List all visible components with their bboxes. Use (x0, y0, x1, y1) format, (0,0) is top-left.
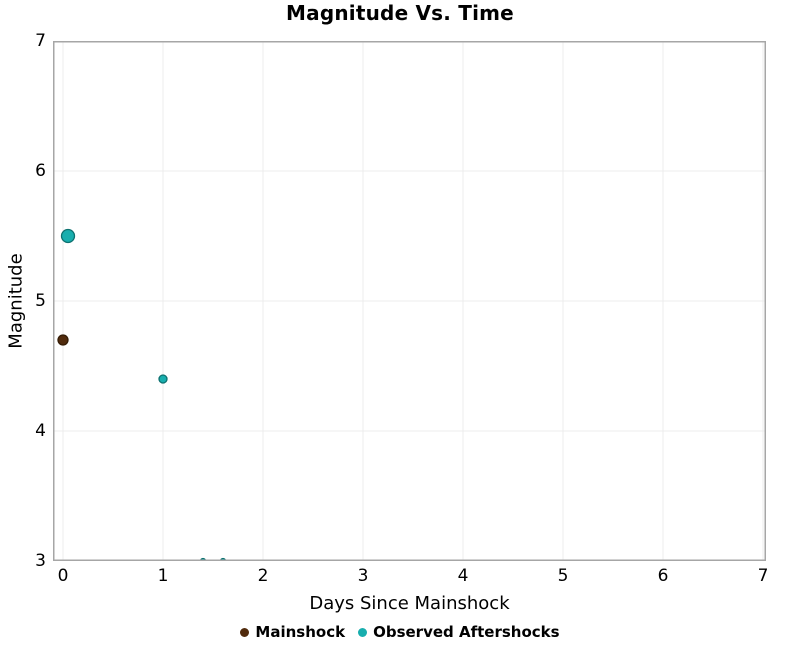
y-tick-label: 3 (35, 551, 46, 571)
x-tick-label: 1 (157, 566, 169, 586)
mainshock-point (57, 334, 69, 346)
x-tick-label: 4 (457, 566, 469, 586)
plot-area (53, 41, 766, 561)
legend-label: Observed Aftershocks (373, 623, 560, 641)
chart-title: Magnitude Vs. Time (286, 1, 514, 25)
legend-item-observed-aftershocks: Observed Aftershocks (358, 622, 560, 642)
y-tick-label: 5 (35, 291, 46, 311)
x-tick-label: 2 (257, 566, 269, 586)
aftershock-point (60, 228, 76, 244)
y-tick-label: 7 (35, 31, 46, 51)
plot-canvas (53, 41, 766, 561)
legend-dot-icon (358, 627, 368, 637)
plot-border (53, 41, 766, 561)
aftershock-point (158, 374, 168, 384)
legend-label: Mainshock (255, 623, 346, 641)
legend: Mainshock Observed Aftershocks (0, 622, 800, 642)
x-tick-label: 5 (557, 566, 569, 586)
x-tick-label: 0 (57, 566, 69, 586)
x-tick-label: 6 (657, 566, 669, 586)
x-tick-label: 7 (757, 566, 769, 586)
y-tick-label: 6 (35, 161, 46, 181)
legend-dot-icon (240, 627, 250, 637)
x-axis-title: Days Since Mainshock (309, 593, 510, 614)
legend-item-mainshock: Mainshock (240, 622, 345, 642)
y-tick-label: 4 (35, 421, 46, 441)
x-tick-label: 3 (357, 566, 369, 586)
